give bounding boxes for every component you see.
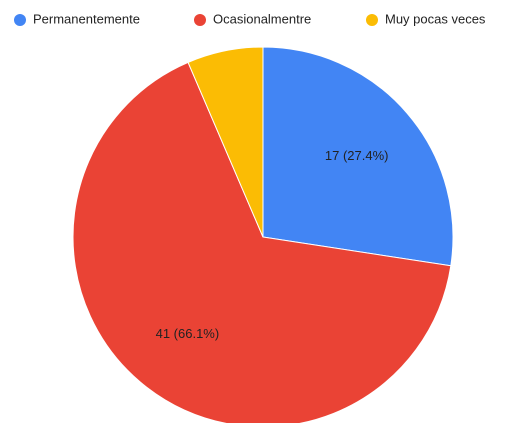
pie-slice xyxy=(72,61,452,423)
legend-swatch xyxy=(14,14,26,26)
legend-swatch xyxy=(194,14,206,26)
legend-label: Ocasionalmentre xyxy=(213,11,311,26)
legend-swatch xyxy=(366,14,378,26)
pie-slice xyxy=(262,46,454,267)
pie-slice xyxy=(187,46,264,238)
legend-label: Permanentemente xyxy=(33,11,140,26)
legend-label: Muy pocas veces xyxy=(385,11,486,26)
data-label: 41 (66.1%) xyxy=(156,326,220,341)
data-label: 17 (27.4%) xyxy=(325,148,389,163)
